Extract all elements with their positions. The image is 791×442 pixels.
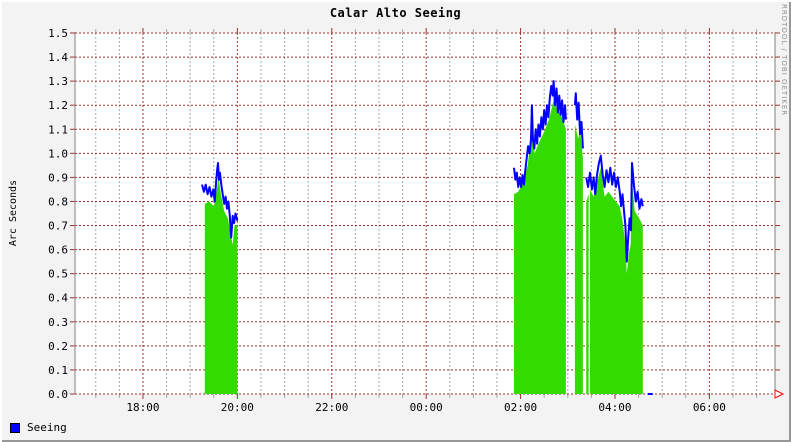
legend: Seeing	[10, 421, 67, 434]
y-tick-label: 1.3	[48, 75, 68, 88]
y-axis-label: Arc Seconds	[8, 179, 19, 247]
axis-ticks	[70, 28, 780, 399]
y-tick-label: 1.0	[48, 147, 68, 160]
x-axis-arrow-icon	[774, 389, 785, 399]
y-tick-label: 0.6	[48, 244, 68, 257]
y-tick-label: 0.8	[48, 195, 68, 208]
x-tick-labels: 18:00 20:00 22:00 00:00 02:00 04:00 06:00	[126, 401, 726, 414]
y-tick-labels: 0.0 0.1 0.2 0.3 0.4 0.5 0.6 0.7 0.8 0.9 1.0 1.1 1.2 1…	[48, 27, 68, 401]
plot-frame	[74, 32, 776, 394]
legend-label-seeing: Seeing	[27, 421, 67, 434]
series-area-seeing	[204, 100, 643, 395]
y-tick-label: 0.3	[48, 316, 68, 329]
x-tick-label: 18:00	[126, 401, 159, 414]
chart-title: Calar Alto Seeing	[329, 6, 462, 20]
x-tick-label: 22:00	[315, 401, 348, 414]
y-tick-label: 0.5	[48, 268, 68, 281]
y-tick-label: 0.1	[48, 364, 68, 377]
x-tick-label: 04:00	[598, 401, 631, 414]
legend-swatch-seeing	[10, 422, 20, 433]
x-tick-label: 06:00	[693, 401, 726, 414]
y-tick-label: 0.4	[48, 292, 68, 305]
y-tick-label: 1.2	[48, 99, 68, 112]
plot-background	[75, 33, 775, 394]
y-tick-label: 1.5	[48, 27, 68, 40]
horizontal-gridlines	[75, 32, 775, 395]
x-tick-label: 00:00	[410, 401, 443, 414]
x-tick-label: 02:00	[504, 401, 537, 414]
y-tick-label: 1.4	[48, 51, 68, 64]
y-tick-label: 0.7	[48, 220, 68, 233]
y-tick-label: 0.0	[48, 388, 68, 401]
series-line-seeing	[201, 80, 653, 395]
y-tick-label: 0.9	[48, 171, 68, 184]
rrdtool-watermark: RRDTOOL / TOBI OETIKER	[780, 4, 788, 117]
y-tick-label: 1.1	[48, 123, 68, 136]
y-tick-label: 0.2	[48, 340, 68, 353]
x-tick-label: 20:00	[221, 401, 254, 414]
